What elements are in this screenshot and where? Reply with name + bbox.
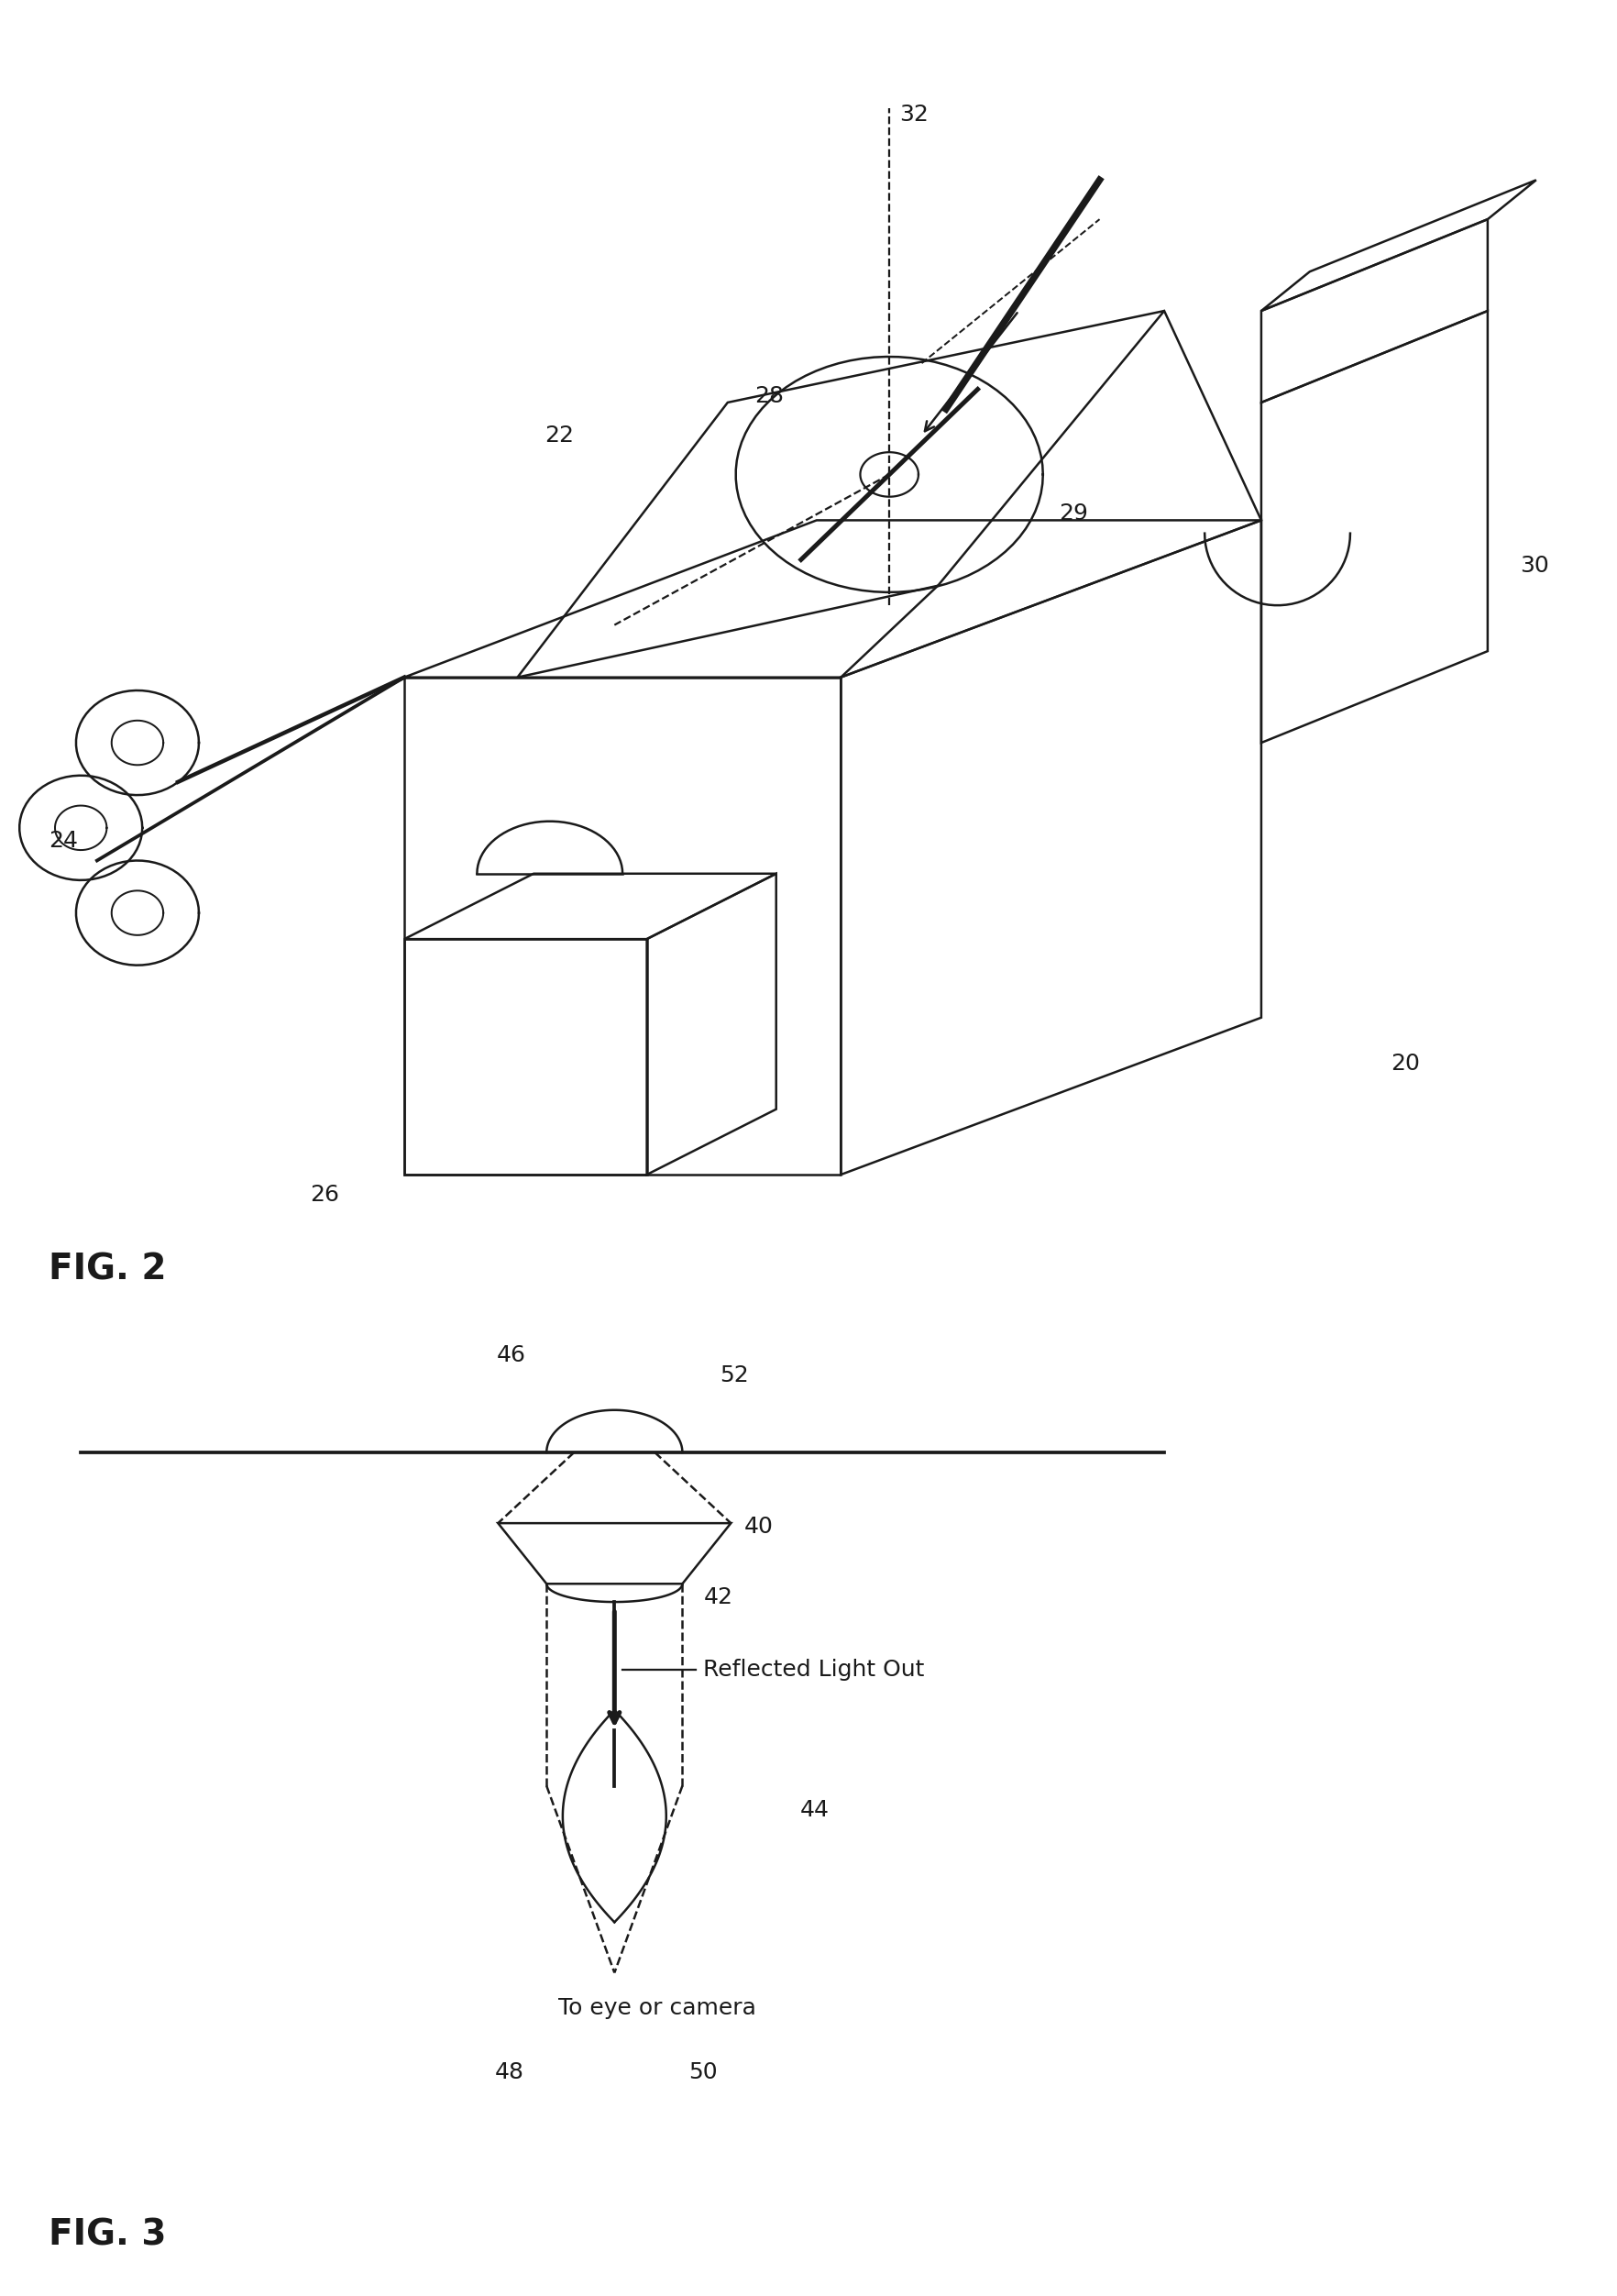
Text: 52: 52 [720,1364,749,1387]
Text: 28: 28 [755,386,784,406]
Text: FIG. 3: FIG. 3 [49,2218,167,2252]
Text: Reflected Light Out: Reflected Light Out [703,1658,925,1681]
Text: To eye or camera: To eye or camera [558,1998,755,2018]
Text: 24: 24 [49,831,78,852]
Text: 20: 20 [1391,1052,1420,1075]
Text: 32: 32 [899,103,928,126]
Text: 29: 29 [1059,503,1088,526]
Text: 50: 50 [689,2062,718,2082]
Text: 48: 48 [495,2062,524,2082]
Text: 40: 40 [744,1515,773,1538]
Text: 26: 26 [310,1182,340,1205]
Text: 22: 22 [545,425,574,445]
Text: 44: 44 [800,1798,830,1821]
Text: 46: 46 [496,1343,526,1366]
Text: 42: 42 [703,1587,733,1609]
Text: FIG. 2: FIG. 2 [49,1251,167,1286]
Text: 30: 30 [1520,556,1549,576]
